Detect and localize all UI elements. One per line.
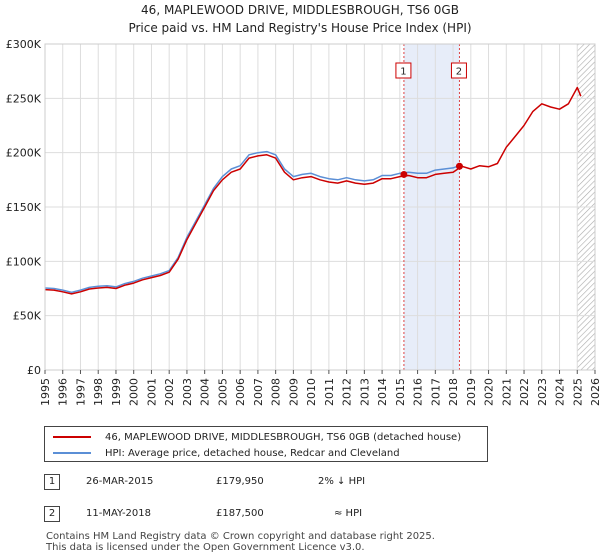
x-tick-label: 2023 xyxy=(536,378,549,406)
legend-item-property: 46, MAPLEWOOD DRIVE, MIDDLESBROUGH, TS6 … xyxy=(53,429,461,445)
x-tick-label: 2021 xyxy=(500,378,513,406)
y-tick-label: £50K xyxy=(13,310,42,323)
y-tick-label: £100K xyxy=(6,255,42,268)
transaction-hpi-relation: ≈ HPI xyxy=(334,508,363,519)
transaction-date: 11-MAY-2018 xyxy=(86,508,152,519)
x-tick-label: 2016 xyxy=(412,378,425,406)
x-tick-label: 2022 xyxy=(518,378,531,406)
x-tick-label: 2013 xyxy=(358,378,371,406)
price-chart: 46, MAPLEWOOD DRIVE, MIDDLESBROUGH, TS6 … xyxy=(6,3,600,406)
x-tick-label: 2004 xyxy=(199,378,212,406)
x-tick-label: 2012 xyxy=(341,378,354,406)
x-tick-label: 2009 xyxy=(287,378,300,406)
sale-point xyxy=(455,162,463,170)
legend: 46, MAPLEWOOD DRIVE, MIDDLESBROUGH, TS6 … xyxy=(44,426,488,462)
y-tick-label: £200K xyxy=(6,147,42,160)
chart-subtitle: Price paid vs. HM Land Registry's House … xyxy=(128,21,471,35)
footer-license: This data is licensed under the Open Gov… xyxy=(46,542,365,553)
footer-copyright: Contains HM Land Registry data © Crown c… xyxy=(46,531,435,542)
x-tick-label: 1996 xyxy=(57,378,70,406)
legend-item-hpi: HPI: Average price, detached house, Redc… xyxy=(53,445,400,461)
x-tick-label: 2015 xyxy=(394,378,407,406)
transaction-badge: 2 xyxy=(44,506,60,522)
x-tick-label: 2006 xyxy=(234,378,247,406)
y-tick-label: £0 xyxy=(27,364,41,377)
footer: Contains HM Land Registry data © Crown c… xyxy=(46,531,435,553)
legend-swatch-hpi xyxy=(53,452,91,454)
x-tick-label: 2019 xyxy=(465,378,478,406)
x-tick-label: 2003 xyxy=(181,378,194,406)
x-tick-label: 2002 xyxy=(163,378,176,406)
property-price-line xyxy=(44,86,582,295)
x-tick-label: 2018 xyxy=(447,378,460,406)
x-tick-label: 2017 xyxy=(429,378,442,406)
x-tick-label: 2025 xyxy=(571,378,584,406)
sale-marker-box xyxy=(450,62,467,79)
x-tick-label: 2010 xyxy=(305,378,318,406)
sale-marker-label: 2 xyxy=(456,67,462,78)
sale-point xyxy=(400,170,408,178)
legend-label-hpi: HPI: Average price, detached house, Redc… xyxy=(105,447,400,459)
transaction-price: £179,950 xyxy=(216,476,264,487)
hpi-line xyxy=(44,150,463,294)
sale-marker-box xyxy=(395,62,412,79)
x-tick-label: 2005 xyxy=(216,378,229,406)
sale-marker-label: 1 xyxy=(400,67,406,78)
legend-swatch-property xyxy=(53,436,91,438)
y-tick-label: £300K xyxy=(6,38,42,51)
x-tick-label: 2000 xyxy=(128,378,141,406)
chart-title: 46, MAPLEWOOD DRIVE, MIDDLESBROUGH, TS6 … xyxy=(141,3,459,17)
x-tick-label: 1995 xyxy=(39,378,52,406)
transaction-price: £187,500 xyxy=(216,508,264,519)
x-tick-label: 2011 xyxy=(323,378,336,406)
x-tick-label: 2026 xyxy=(589,378,600,406)
y-tick-label: £150K xyxy=(6,201,42,214)
x-tick-label: 2024 xyxy=(554,378,567,406)
plot-frame xyxy=(44,43,596,371)
transaction-badge: 1 xyxy=(44,474,60,490)
x-tick-label: 2007 xyxy=(252,378,265,406)
x-tick-label: 1999 xyxy=(110,378,123,406)
x-tick-label: 1997 xyxy=(74,378,87,406)
transaction-hpi-relation: 2% ↓ HPI xyxy=(318,476,366,487)
transaction-date: 26-MAR-2015 xyxy=(86,476,154,487)
x-tick-label: 2020 xyxy=(483,378,496,406)
x-tick-label: 2001 xyxy=(145,378,158,406)
x-tick-label: 2008 xyxy=(270,378,283,406)
x-tick-label: 2014 xyxy=(376,378,389,406)
legend-label-property: 46, MAPLEWOOD DRIVE, MIDDLESBROUGH, TS6 … xyxy=(105,431,462,443)
y-tick-label: £250K xyxy=(6,92,42,105)
x-tick-label: 1998 xyxy=(92,378,105,406)
